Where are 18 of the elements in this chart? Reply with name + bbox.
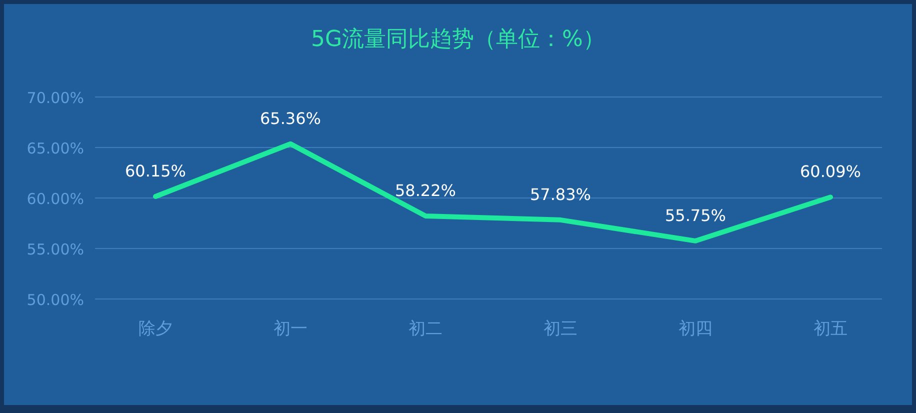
- x-tick-label: 初二: [408, 319, 442, 339]
- data-label: 60.09%: [800, 162, 862, 182]
- data-label: 58.22%: [394, 180, 456, 200]
- y-tick-label: 50.00%: [26, 291, 84, 309]
- y-tick-label: 65.00%: [26, 140, 84, 158]
- chart-title: 5G流量同比趋势（单位：%）: [311, 27, 605, 52]
- x-tick-label: 初四: [678, 319, 712, 339]
- y-tick-label: 55.00%: [26, 240, 84, 258]
- x-tick-label: 初五: [814, 319, 848, 339]
- y-tick-label: 60.00%: [26, 190, 84, 208]
- x-tick-label: 初一: [274, 319, 308, 339]
- y-tick-label: 70.00%: [26, 89, 84, 107]
- data-label: 65.36%: [260, 108, 322, 128]
- data-label: 57.83%: [530, 184, 592, 204]
- x-tick-label: 除夕: [138, 319, 172, 339]
- data-label: 60.15%: [124, 161, 186, 180]
- x-tick-label: 初三: [544, 319, 578, 339]
- data-label: 55.75%: [664, 206, 726, 225]
